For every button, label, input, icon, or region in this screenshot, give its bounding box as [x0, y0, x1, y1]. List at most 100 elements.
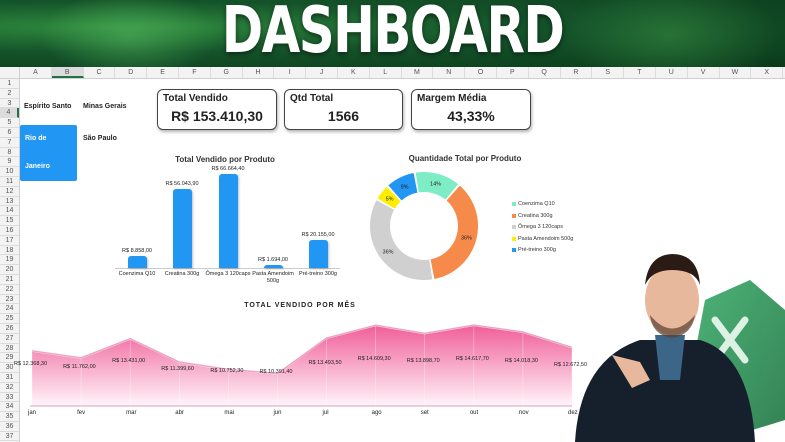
kpi-margem-media: Margem Média 43,33%: [411, 89, 531, 130]
column-header-r[interactable]: R: [561, 67, 593, 78]
column-header-m[interactable]: M: [402, 67, 434, 78]
column-header-d[interactable]: D: [115, 67, 148, 78]
area-value-label: R$ 13.898,70: [406, 358, 440, 364]
row-headers: 1 2 3 4 5 6 7 8 9 10 11 12 13 14 15 16 17 18 19 20 21 22 23 24 2…: [0, 79, 20, 442]
column-header-i[interactable]: I: [274, 67, 307, 78]
row-header-36[interactable]: 36: [0, 422, 19, 432]
row-header-20[interactable]: 20: [0, 265, 19, 275]
bar[interactable]: [309, 239, 328, 268]
donut-slice[interactable]: [377, 186, 401, 209]
row-header-22[interactable]: 22: [0, 285, 19, 295]
legend-item[interactable]: Ômega 3 120caps: [512, 224, 563, 230]
row-header-3[interactable]: 3: [0, 99, 19, 109]
column-header-g[interactable]: G: [211, 67, 243, 78]
column-header-x[interactable]: X: [751, 67, 784, 78]
slicer-item-sao-paulo[interactable]: São Paulo: [83, 135, 117, 142]
select-all-corner[interactable]: [0, 67, 20, 78]
area-value-label: R$ 10.752,30: [210, 368, 244, 374]
bar[interactable]: [128, 255, 147, 268]
row-header-24[interactable]: 24: [0, 304, 19, 315]
row-header-34[interactable]: 34: [0, 402, 19, 413]
row-header-35[interactable]: 35: [0, 412, 19, 422]
row-header-6[interactable]: 6: [0, 128, 19, 138]
column-header-c[interactable]: C: [84, 67, 116, 78]
donut-slice[interactable]: [430, 185, 478, 279]
row-header-15[interactable]: 15: [0, 216, 19, 226]
row-header-25[interactable]: 25: [0, 314, 19, 324]
slicer-item-minas-gerais[interactable]: Minas Gerais: [83, 103, 127, 110]
row-header-10[interactable]: 10: [0, 167, 19, 177]
kpi-value: R$ 153.410,30: [171, 108, 263, 124]
row-header-37[interactable]: 37: [0, 432, 19, 442]
legend-swatch-icon: [512, 213, 516, 218]
row-header-1[interactable]: 1: [0, 79, 19, 89]
column-header-e[interactable]: E: [147, 67, 179, 78]
column-header-k[interactable]: K: [338, 67, 370, 78]
month-axis-label: jan: [28, 410, 37, 416]
slicer-item-rio-de-janeiro[interactable]: Rio de Janeiro: [20, 125, 77, 181]
row-header-28[interactable]: 28: [0, 344, 19, 354]
column-header-t[interactable]: T: [624, 67, 656, 78]
column-header-n[interactable]: N: [433, 67, 466, 78]
area-chart-title: TOTAL VENDIDO POR MÊS: [244, 302, 356, 309]
row-header-27[interactable]: 27: [0, 334, 19, 344]
row-header-32[interactable]: 32: [0, 383, 19, 393]
row-header-9[interactable]: 9: [0, 157, 19, 168]
row-header-16[interactable]: 16: [0, 226, 19, 236]
column-header-u[interactable]: U: [656, 67, 688, 78]
month-axis-label: nov: [518, 410, 529, 416]
area-series[interactable]: [32, 326, 572, 406]
column-header-l[interactable]: L: [370, 67, 402, 78]
row-header-29[interactable]: 29: [0, 353, 19, 364]
bar[interactable]: [219, 174, 238, 268]
row-header-21[interactable]: 21: [0, 275, 19, 285]
column-header-f[interactable]: F: [179, 67, 211, 78]
row-header-33[interactable]: 33: [0, 393, 19, 403]
legend-label: Coenzima Q10: [518, 201, 555, 207]
column-header-p[interactable]: P: [497, 67, 529, 78]
column-header-a[interactable]: A: [20, 67, 52, 78]
row-header-5[interactable]: 5: [0, 118, 19, 128]
legend-item[interactable]: Pré-treino 300g: [512, 247, 556, 253]
column-header-o[interactable]: O: [465, 67, 497, 78]
row-header-19[interactable]: 19: [0, 255, 19, 266]
row-header-18[interactable]: 18: [0, 246, 19, 256]
column-header-h[interactable]: H: [243, 67, 275, 78]
column-header-v[interactable]: V: [688, 67, 720, 78]
column-header-w[interactable]: W: [720, 67, 752, 78]
kpi-value: 1566: [327, 108, 360, 124]
column-header-s[interactable]: S: [592, 67, 625, 78]
donut-slice[interactable]: [415, 172, 459, 200]
bar[interactable]: [264, 265, 283, 268]
legend-item[interactable]: Creatina 300g: [512, 213, 553, 219]
column-header-b[interactable]: B: [51, 67, 84, 78]
row-header-13[interactable]: 13: [0, 197, 19, 207]
row-header-26[interactable]: 26: [0, 324, 19, 334]
row-header-11[interactable]: 11: [0, 177, 19, 187]
row-header-2[interactable]: 2: [0, 89, 19, 99]
donut-chart[interactable]: 14% 36% 36% 5% 9%: [366, 168, 482, 284]
bar[interactable]: [173, 188, 192, 268]
slicer-item-espirito-santo[interactable]: Espírito Santo: [24, 103, 72, 110]
area-value-label: R$ 13.431,00: [112, 358, 146, 364]
row-header-14[interactable]: 14: [0, 206, 19, 217]
donut-slice[interactable]: [370, 200, 433, 280]
row-header-31[interactable]: 31: [0, 373, 19, 383]
row-header-12[interactable]: 12: [0, 187, 19, 197]
legend-item[interactable]: Coenzima Q10: [512, 201, 555, 207]
legend-item[interactable]: Pasta Amendoim 500g: [512, 236, 573, 242]
bar-chart-axis: [115, 268, 340, 269]
bar-category-label: Pasta Amendoim 500g: [252, 271, 294, 284]
row-header-30[interactable]: 30: [0, 363, 19, 373]
column-header-q[interactable]: Q: [529, 67, 561, 78]
area-chart[interactable]: [30, 310, 580, 410]
row-header-7[interactable]: 7: [0, 138, 19, 148]
donut-slice[interactable]: [388, 173, 418, 201]
month-axis-label: ago: [371, 410, 382, 416]
row-header-23[interactable]: 23: [0, 295, 19, 305]
row-header-8[interactable]: 8: [0, 148, 19, 158]
column-header-j[interactable]: J: [306, 67, 338, 78]
month-axis-label: abr: [175, 410, 184, 416]
row-header-17[interactable]: 17: [0, 236, 19, 246]
row-header-4[interactable]: 4: [0, 108, 19, 119]
